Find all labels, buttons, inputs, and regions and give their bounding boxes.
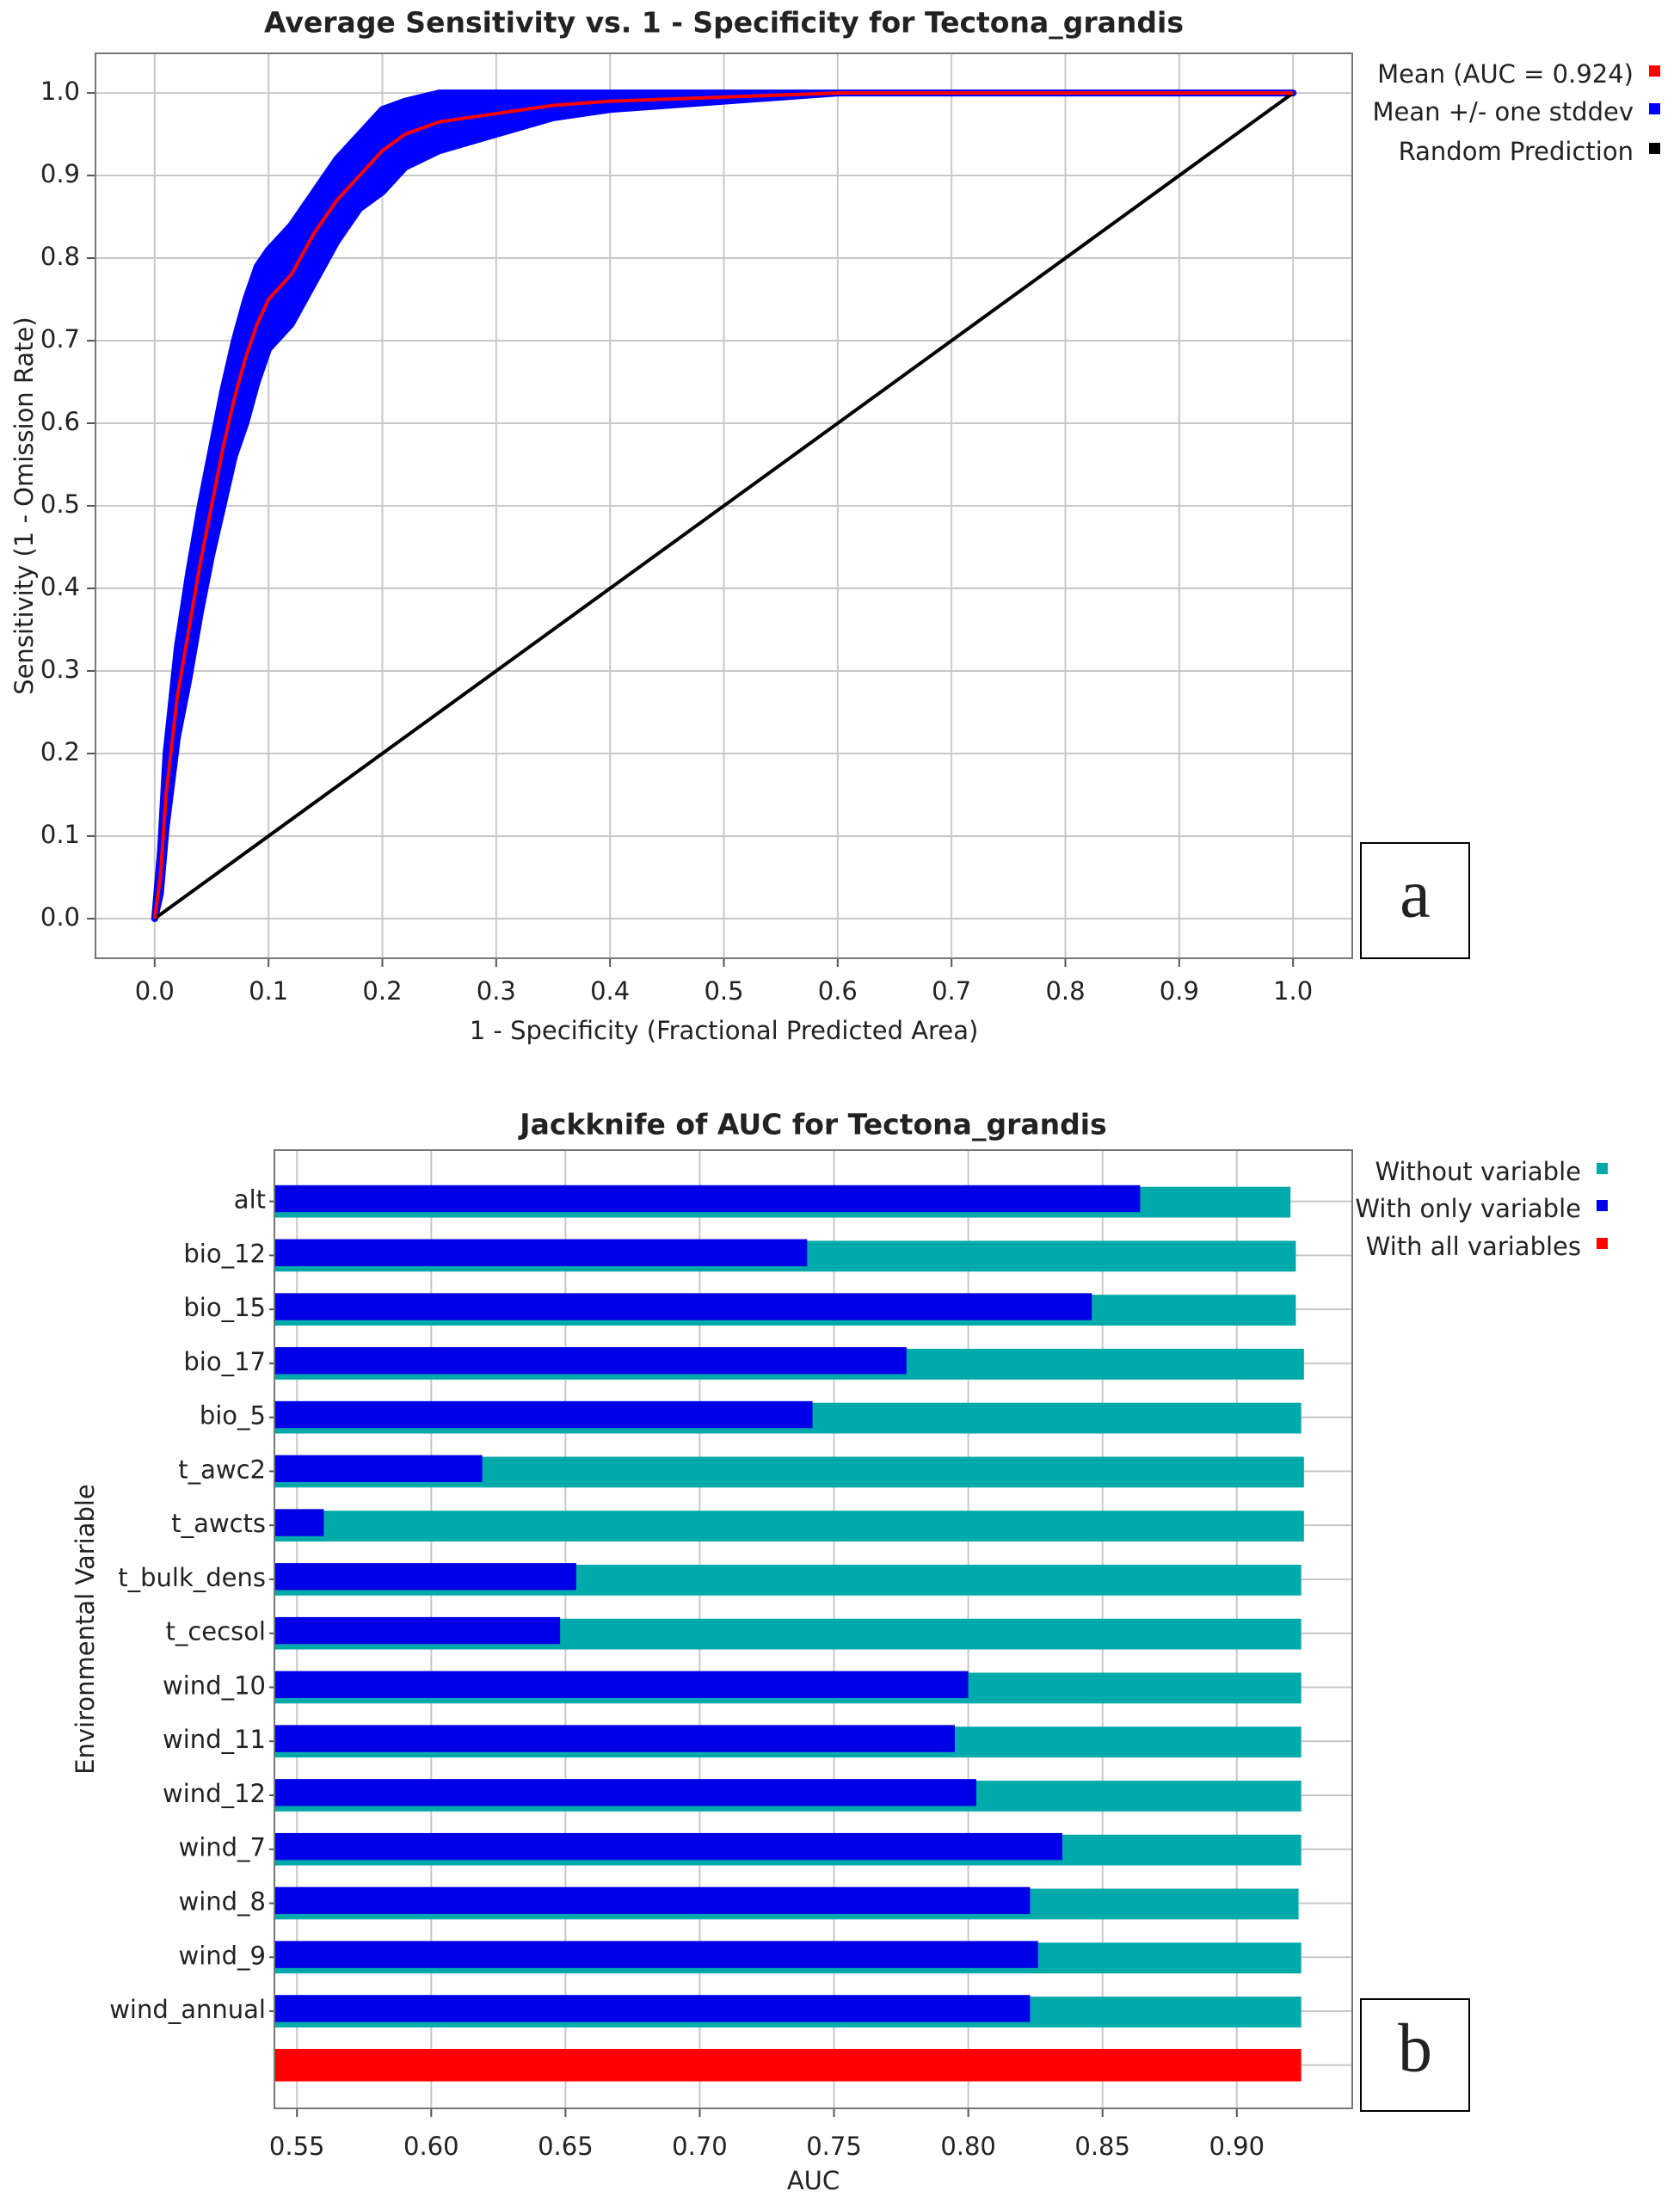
x-tick-label: 0.5 (704, 976, 743, 1006)
legend-label: Random Prediction (1399, 137, 1634, 166)
legend-swatch (1597, 1200, 1608, 1211)
bar (274, 1400, 813, 1429)
x-tick-label: 0.75 (806, 2132, 862, 2161)
y-tick-label: 0.9 (40, 159, 80, 188)
y-tick-label: bio_17 (183, 1347, 266, 1376)
x-tick-label: 0.70 (672, 2132, 728, 2161)
legend-swatch (1597, 1238, 1608, 1249)
annotation: a (1400, 856, 1431, 932)
x-tick-label: 0.60 (403, 2132, 459, 2161)
y-tick-label: wind_annual (109, 1995, 266, 2024)
bar (274, 1779, 976, 1806)
y-tick-label: wind_8 (178, 1887, 266, 1917)
y-tick-label: 0.2 (40, 737, 80, 766)
x-axis-label: AUC (787, 2166, 840, 2195)
chart-title: Average Sensitivity vs. 1 - Specificity … (264, 6, 1184, 40)
x-tick-label: 1.0 (1273, 976, 1313, 1006)
bar (274, 1239, 808, 1266)
bar (274, 1509, 324, 1536)
legend-label: Mean (AUC = 0.924) (1377, 59, 1634, 89)
bar (274, 1185, 1141, 1213)
y-tick-label: alt (234, 1185, 266, 1215)
y-tick-label: 0.6 (40, 407, 80, 436)
bar (274, 1347, 907, 1375)
annotation-box (1360, 842, 1470, 959)
legend-swatch (1649, 65, 1660, 77)
bar (274, 1725, 956, 1752)
legend-label: With all variables (1366, 1232, 1581, 1261)
y-tick-label: t_cecsol (165, 1617, 266, 1646)
bar (274, 1293, 1092, 1320)
x-axis-label: 1 - Specificity (Fractional Predicted Ar… (470, 1016, 979, 1045)
bar (274, 1511, 1304, 1542)
y-tick-label: wind_10 (163, 1671, 266, 1700)
bar (274, 1563, 576, 1591)
plot-frame (274, 1149, 1353, 2109)
y-axis-label: Sensitivity (1 - Omission Rate) (9, 317, 39, 694)
line (153, 91, 1295, 920)
y-tick-label: wind_11 (163, 1725, 266, 1754)
y-tick-label: 0.0 (40, 902, 80, 932)
y-tick-label: bio_5 (200, 1401, 266, 1431)
plot-frame (95, 52, 1353, 959)
x-tick-label: 0.80 (940, 2132, 996, 2161)
line (152, 91, 1294, 920)
y-tick-label: t_awc2 (178, 1455, 266, 1484)
x-tick-label: 0.7 (932, 976, 971, 1006)
legend-swatch (1597, 1163, 1608, 1174)
x-tick-label: 0.4 (590, 976, 630, 1006)
x-tick-label: 0.1 (249, 976, 288, 1006)
y-tick-label: t_awcts (171, 1509, 266, 1538)
bar (274, 1455, 483, 1482)
bar (274, 1886, 1031, 1915)
y-tick-label: t_bulk_dens (118, 1563, 266, 1592)
x-tick-label: 0.8 (1045, 976, 1085, 1006)
legend-label: With only variable (1355, 1194, 1581, 1223)
y-tick-label: 0.7 (40, 324, 80, 354)
x-tick-label: 0.0 (135, 976, 175, 1006)
bar (274, 1995, 1031, 2022)
x-tick-label: 0.90 (1209, 2132, 1265, 2161)
bar (274, 1616, 561, 1645)
bar (274, 2048, 1302, 2082)
x-tick-label: 0.65 (538, 2132, 594, 2161)
y-axis-label: Environmental Variable (71, 1484, 100, 1775)
x-tick-label: 0.55 (269, 2132, 325, 2161)
x-tick-label: 0.9 (1160, 976, 1199, 1006)
bar (274, 1832, 1062, 1861)
y-tick-label: 1.0 (40, 77, 80, 106)
legend-label: Without variable (1375, 1157, 1581, 1186)
x-tick-label: 0.6 (818, 976, 858, 1006)
annotation: b (1398, 2010, 1432, 2086)
legend-swatch (1649, 103, 1660, 114)
x-tick-label: 0.3 (477, 976, 516, 1006)
y-tick-label: 0.8 (40, 242, 80, 271)
bar (274, 1671, 969, 1699)
y-tick-label: wind_12 (163, 1779, 266, 1808)
bar (274, 1941, 1038, 1968)
legend-swatch (1649, 143, 1660, 154)
y-tick-label: wind_7 (178, 1833, 266, 1862)
x-tick-label: 0.85 (1074, 2132, 1130, 2161)
y-tick-label: wind_9 (178, 1941, 266, 1970)
y-tick-label: bio_15 (183, 1293, 266, 1322)
y-tick-label: 0.1 (40, 820, 80, 849)
x-tick-label: 0.2 (362, 976, 402, 1006)
y-tick-label: 0.4 (40, 572, 80, 601)
legend-label: Mean +/- one stddev (1373, 97, 1634, 126)
y-tick-label: bio_12 (183, 1239, 266, 1268)
y-tick-label: 0.3 (40, 655, 80, 684)
annotation-box (1360, 1998, 1470, 2112)
chart-title: Jackknife of AUC for Tectona_grandis (518, 1108, 1106, 1141)
y-tick-label: 0.5 (40, 489, 80, 519)
